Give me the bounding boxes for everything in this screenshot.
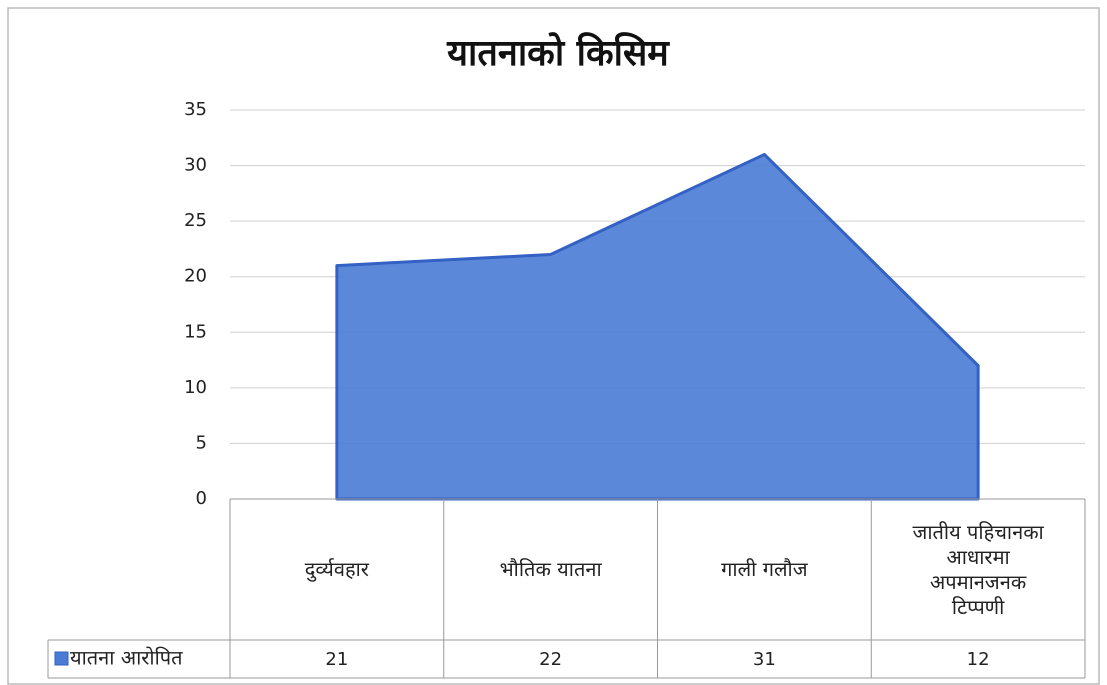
chart-title: यातनाको किसिम <box>446 32 670 74</box>
data-table-value: 21 <box>325 649 348 670</box>
data-table-value: 22 <box>539 649 562 670</box>
y-tick-label: 10 <box>184 377 207 398</box>
y-tick-label: 15 <box>184 321 207 342</box>
y-tick-label: 0 <box>196 488 207 509</box>
legend-marker <box>54 651 69 666</box>
y-tick-label: 25 <box>184 210 207 231</box>
x-category-cell: भौतिक यातना <box>499 557 602 581</box>
data-table-value: 12 <box>967 649 990 670</box>
x-tick-label: भौतिक यातना <box>499 557 602 581</box>
legend-label: यातना आरोपित <box>70 646 183 670</box>
y-tick-label: 30 <box>184 155 207 176</box>
x-category-cell: गाली गलौज <box>721 557 808 581</box>
x-tick-label: गाली गलौज <box>721 557 808 581</box>
y-tick-label: 5 <box>196 432 207 453</box>
x-tick-label: जातीय पहिचानका आधारमा अपमानजनक टिप्पणी <box>912 519 1044 619</box>
x-category-cell: जातीय पहिचानका आधारमा अपमानजनक टिप्पणी <box>912 519 1044 619</box>
y-tick-label: 20 <box>184 266 207 287</box>
x-tick-label: दुर्व्यवहार <box>304 557 369 581</box>
data-table-value: 31 <box>753 649 776 670</box>
y-tick-label: 35 <box>184 99 207 120</box>
x-category-cell: दुर्व्यवहार <box>304 557 369 581</box>
